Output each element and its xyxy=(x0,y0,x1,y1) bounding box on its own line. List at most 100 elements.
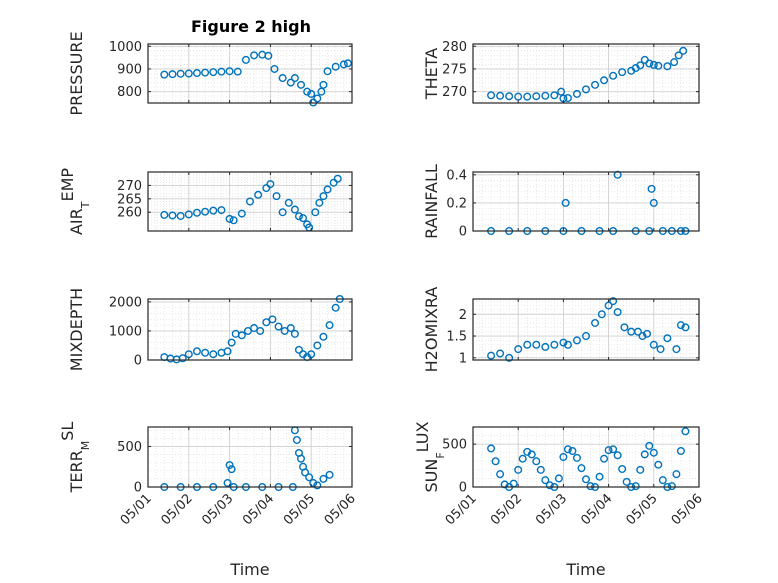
data-point xyxy=(663,62,672,71)
data-point xyxy=(532,92,541,101)
data-point xyxy=(496,349,505,358)
x-axis-label: Time xyxy=(565,560,605,579)
data-point xyxy=(559,338,568,347)
data-point xyxy=(505,353,514,362)
y-tick-label: 0 xyxy=(459,481,467,496)
data-point xyxy=(582,85,591,94)
axes-box xyxy=(472,43,700,104)
y-axis-label: THETA xyxy=(422,48,441,100)
data-point xyxy=(557,87,566,96)
data-point xyxy=(223,347,232,356)
y-tick-label: 280 xyxy=(442,40,467,55)
data-point xyxy=(319,474,328,483)
data-point xyxy=(217,206,226,215)
data-point xyxy=(284,198,293,207)
data-point xyxy=(280,326,289,335)
x-tick-label: 05/03 xyxy=(533,491,570,528)
y-tick-label: 0.4 xyxy=(446,168,467,183)
data-point xyxy=(297,454,306,463)
data-point xyxy=(527,450,536,459)
data-point xyxy=(227,465,236,474)
data-point xyxy=(233,67,242,76)
data-point xyxy=(582,475,591,484)
data-point xyxy=(201,207,210,216)
data-point xyxy=(496,470,505,479)
data-point xyxy=(591,80,600,89)
data-point xyxy=(676,447,685,456)
data-point xyxy=(237,209,246,218)
data-point xyxy=(672,345,681,354)
data-point xyxy=(268,315,277,324)
data-point xyxy=(323,185,332,194)
plot-area xyxy=(148,299,352,360)
y-tick-label: 2000 xyxy=(109,295,142,310)
data-point xyxy=(663,334,672,343)
plot-area xyxy=(473,299,699,360)
grid xyxy=(472,44,700,103)
x-tick-label: 05/02 xyxy=(488,491,525,528)
data-point xyxy=(266,180,275,189)
data-point xyxy=(209,206,218,215)
data-point xyxy=(329,178,338,187)
data-point xyxy=(600,76,609,85)
data-point xyxy=(262,184,271,193)
data-point xyxy=(237,331,246,340)
data-point xyxy=(487,444,496,453)
data-point xyxy=(496,91,505,100)
data-point xyxy=(264,51,273,60)
data-point xyxy=(613,308,622,317)
subplot-pressure: 800 900 1000 PRESSURE xyxy=(67,31,353,116)
plot-area xyxy=(148,427,352,487)
series-markers xyxy=(160,50,352,107)
y-tick-label: 500 xyxy=(442,438,467,453)
data-point xyxy=(577,464,586,473)
data-point xyxy=(250,51,259,60)
data-point xyxy=(270,64,279,73)
data-point xyxy=(217,67,226,76)
series-markers xyxy=(487,46,688,103)
data-point xyxy=(278,74,287,83)
data-point xyxy=(319,332,328,341)
data-point xyxy=(561,198,570,207)
data-point xyxy=(225,214,234,223)
data-point xyxy=(241,55,250,64)
y-tick-label: 1.5 xyxy=(446,330,467,345)
data-point xyxy=(333,174,342,183)
data-point xyxy=(563,94,572,103)
data-point xyxy=(541,91,550,100)
data-point xyxy=(313,481,322,490)
data-point xyxy=(317,87,326,96)
axes-box xyxy=(472,298,700,361)
data-point xyxy=(505,92,514,101)
data-point xyxy=(331,303,340,312)
data-point xyxy=(192,69,201,78)
data-point xyxy=(225,67,234,76)
data-point xyxy=(290,74,299,83)
data-point xyxy=(654,460,663,469)
x-tick-label: 05/03 xyxy=(199,491,236,528)
data-point xyxy=(307,89,316,98)
data-point xyxy=(541,476,550,485)
data-point xyxy=(286,324,295,333)
data-point xyxy=(305,473,314,482)
data-point xyxy=(313,94,322,103)
x-tick-label: 05/05 xyxy=(281,491,318,528)
y-axis-label: RAINFALL xyxy=(422,164,441,239)
data-point xyxy=(245,197,254,206)
data-point xyxy=(618,68,627,77)
data-point xyxy=(600,454,609,463)
data-point xyxy=(643,329,652,338)
data-point xyxy=(568,447,577,456)
data-point xyxy=(229,216,238,225)
data-point xyxy=(250,324,259,333)
data-point xyxy=(649,340,658,349)
data-point xyxy=(286,78,295,87)
data-point xyxy=(290,205,299,214)
data-point xyxy=(256,326,265,335)
data-point xyxy=(572,453,581,462)
axes-box xyxy=(147,426,353,488)
data-point xyxy=(514,465,523,474)
axes-box xyxy=(147,43,353,104)
